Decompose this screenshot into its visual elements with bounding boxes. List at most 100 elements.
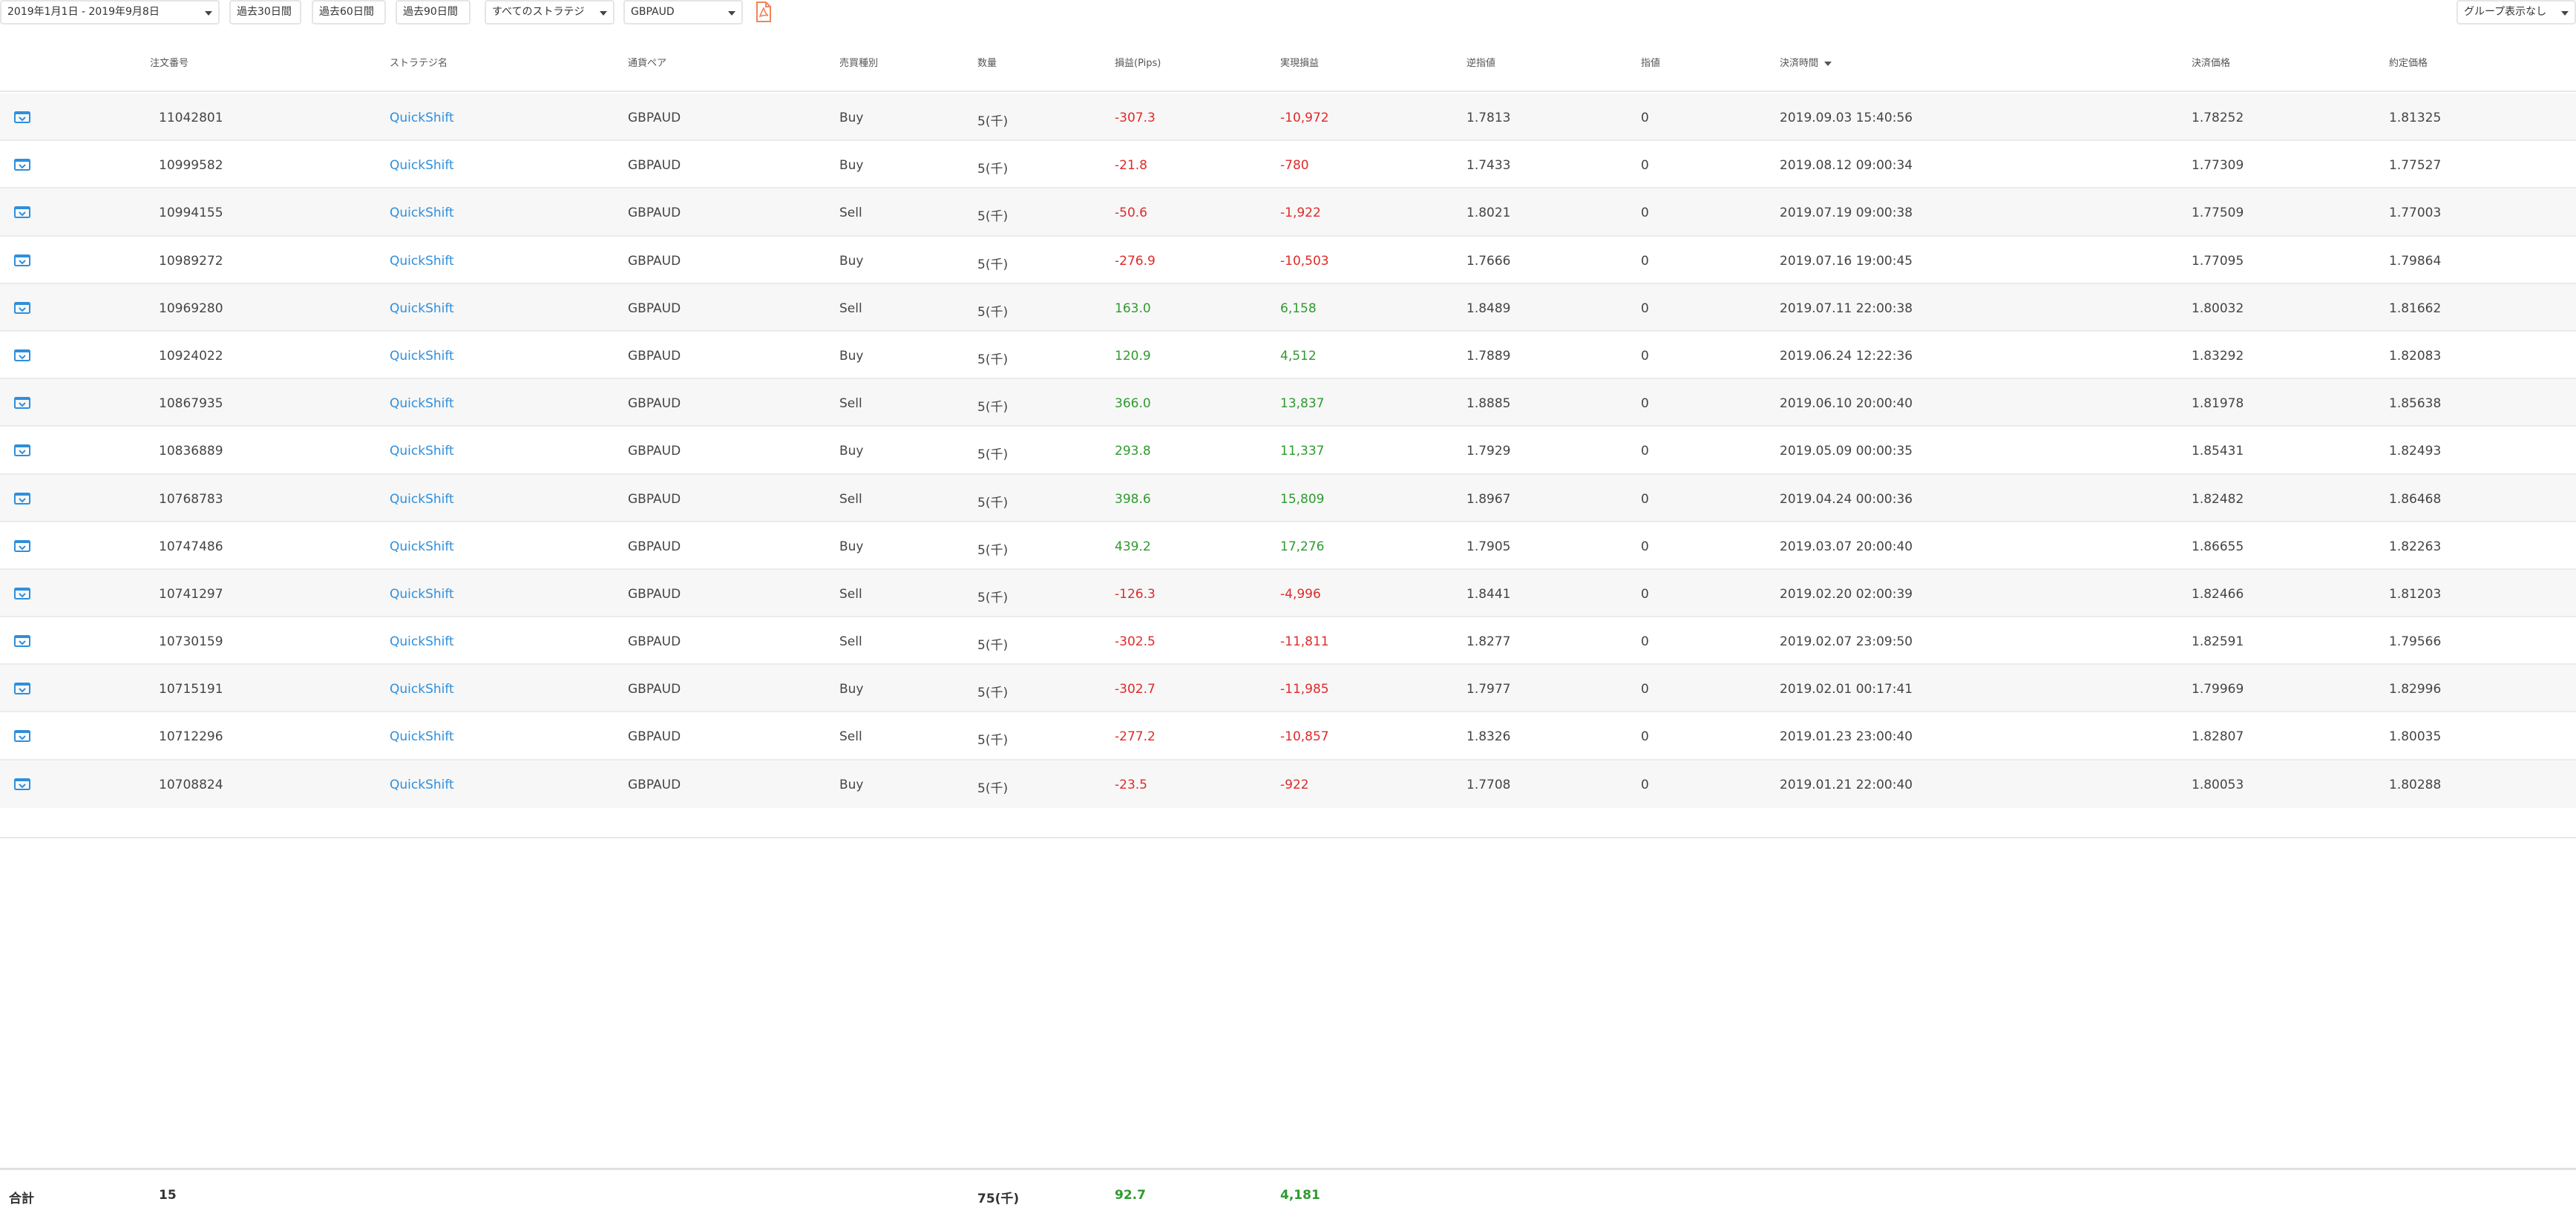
cell-stop: 1.7929 xyxy=(1466,444,1511,459)
last-90-days-button[interactable]: 過去90日間 xyxy=(396,0,471,24)
cell-qty: 5(千) xyxy=(977,686,1009,701)
column-header-pnl[interactable]: 実現損益 xyxy=(1280,58,1320,69)
cell-stop: 1.7977 xyxy=(1466,682,1511,697)
column-header-close-price[interactable]: 決済価格 xyxy=(2192,58,2231,69)
trade-detail-icon[interactable] xyxy=(14,254,30,266)
cell-pips: -302.5 xyxy=(1115,634,1156,650)
cell-order-no: 10969280 xyxy=(159,300,223,316)
trade-detail-icon[interactable] xyxy=(14,492,30,505)
trade-detail-icon[interactable] xyxy=(14,587,30,599)
cell-close-time: 2019.07.11 22:00:38 xyxy=(1780,300,1913,316)
totals-pips: 92.7 xyxy=(1115,1188,1146,1203)
cell-pnl: -780 xyxy=(1280,158,1309,174)
cell-close-time: 2019.06.10 20:00:40 xyxy=(1780,396,1913,412)
cell-strategy[interactable]: QuickShift xyxy=(390,586,454,602)
cell-order-no: 10989272 xyxy=(159,253,223,269)
cell-limit: 0 xyxy=(1641,111,1649,125)
cell-pips: 163.0 xyxy=(1115,300,1151,316)
trade-detail-icon[interactable] xyxy=(14,206,30,219)
cell-strategy[interactable]: QuickShift xyxy=(390,111,454,125)
cell-open-price: 1.79864 xyxy=(2389,253,2442,269)
cell-pnl: 4,512 xyxy=(1280,348,1317,364)
cell-close-price: 1.82466 xyxy=(2192,586,2244,602)
column-header-limit[interactable]: 指値 xyxy=(1641,58,1661,69)
cell-side: Buy xyxy=(839,253,864,269)
last-60-days-button[interactable]: 過去60日間 xyxy=(312,0,386,24)
cell-limit: 0 xyxy=(1641,682,1649,697)
cell-pair: GBPAUD xyxy=(628,634,681,650)
cell-limit: 0 xyxy=(1641,634,1649,650)
trade-detail-icon[interactable] xyxy=(14,683,30,695)
cell-strategy[interactable]: QuickShift xyxy=(390,444,454,459)
table-row: 10867935 QuickShift GBPAUD Sell 5(千) 366.0 13,… xyxy=(0,379,2576,427)
cell-strategy[interactable]: QuickShift xyxy=(390,206,454,221)
cell-pips: 293.8 xyxy=(1115,444,1151,459)
cell-open-price: 1.77527 xyxy=(2389,158,2442,174)
table-row: 10747486 QuickShift GBPAUD Buy 5(千) 439.2 17,2… xyxy=(0,522,2576,570)
cell-qty: 5(千) xyxy=(977,162,1009,177)
cell-strategy[interactable]: QuickShift xyxy=(390,348,454,364)
trade-detail-icon[interactable] xyxy=(14,444,30,457)
cell-close-time: 2019.02.20 02:00:39 xyxy=(1780,586,1913,602)
cell-pips: -21.8 xyxy=(1115,158,1147,174)
cell-strategy[interactable]: QuickShift xyxy=(390,253,454,269)
cell-limit: 0 xyxy=(1641,729,1649,745)
group-display-select[interactable]: グループ表示なし xyxy=(2457,0,2576,24)
trade-detail-icon[interactable] xyxy=(14,159,30,171)
strategy-select[interactable]: すべてのストラテジ xyxy=(485,0,614,24)
trade-detail-icon[interactable] xyxy=(14,349,30,361)
currency-pair-select[interactable]: GBPAUD xyxy=(623,0,743,24)
trade-detail-icon[interactable] xyxy=(14,397,30,410)
trade-detail-icon[interactable] xyxy=(14,778,30,790)
cell-strategy[interactable]: QuickShift xyxy=(390,491,454,507)
cell-strategy[interactable]: QuickShift xyxy=(390,539,454,554)
trade-detail-icon[interactable] xyxy=(14,539,30,552)
column-header-order-no[interactable]: 注文番号 xyxy=(150,58,189,69)
cell-pnl: -11,811 xyxy=(1280,634,1329,650)
chevron-down-icon xyxy=(728,11,735,16)
column-header-open-price[interactable]: 約定価格 xyxy=(2389,58,2428,69)
column-header-qty[interactable]: 数量 xyxy=(977,58,997,69)
cell-open-price: 1.79566 xyxy=(2389,634,2442,650)
cell-open-price: 1.80035 xyxy=(2389,729,2442,745)
column-header-side[interactable]: 売買種別 xyxy=(839,58,879,69)
cell-strategy[interactable]: QuickShift xyxy=(390,158,454,174)
cell-strategy[interactable]: QuickShift xyxy=(390,300,454,316)
cell-close-time: 2019.01.23 23:00:40 xyxy=(1780,729,1913,745)
cell-side: Sell xyxy=(839,634,862,650)
trade-detail-icon[interactable] xyxy=(14,635,30,648)
cell-strategy[interactable]: QuickShift xyxy=(390,682,454,697)
cell-pips: -307.3 xyxy=(1115,111,1156,125)
cell-open-price: 1.82083 xyxy=(2389,348,2442,364)
cell-stop: 1.8326 xyxy=(1466,729,1511,745)
last-30-days-button[interactable]: 過去30日間 xyxy=(229,0,301,24)
cell-qty: 5(千) xyxy=(977,352,1009,367)
date-range-picker[interactable]: 2019年1月1日 - 2019年9月8日 xyxy=(0,0,220,24)
table-row: 10989272 QuickShift GBPAUD Buy 5(千) -276.9 -10… xyxy=(0,236,2576,284)
cell-close-price: 1.81978 xyxy=(2192,396,2244,412)
cell-close-price: 1.86655 xyxy=(2192,539,2244,554)
cell-strategy[interactable]: QuickShift xyxy=(390,396,454,412)
cell-pips: 439.2 xyxy=(1115,539,1151,554)
table-header: 注文番号 ストラテジ名 通貨ペア 売買種別 数量 損益(Pips) 実現損益 逆… xyxy=(0,40,2576,92)
cell-order-no: 10924022 xyxy=(159,348,223,364)
pdf-export-icon[interactable] xyxy=(756,1,772,22)
column-header-close-time[interactable]: 決済時間 xyxy=(1780,55,1832,69)
cell-close-time: 2019.02.01 00:17:41 xyxy=(1780,682,1913,697)
trade-detail-icon[interactable] xyxy=(14,111,30,123)
cell-strategy[interactable]: QuickShift xyxy=(390,777,454,792)
column-header-pair[interactable]: 通貨ペア xyxy=(628,58,667,69)
trade-detail-icon[interactable] xyxy=(14,301,30,314)
cell-close-price: 1.77095 xyxy=(2192,253,2244,269)
cell-strategy[interactable]: QuickShift xyxy=(390,729,454,745)
table-row: 10730159 QuickShift GBPAUD Sell 5(千) -302.5 -1… xyxy=(0,617,2576,666)
column-header-pips[interactable]: 損益(Pips) xyxy=(1115,58,1161,69)
cell-side: Buy xyxy=(839,111,864,125)
cell-strategy[interactable]: QuickShift xyxy=(390,634,454,650)
cell-limit: 0 xyxy=(1641,539,1649,554)
column-header-strategy[interactable]: ストラテジ名 xyxy=(390,58,448,69)
column-header-stop[interactable]: 逆指値 xyxy=(1466,58,1496,69)
cell-limit: 0 xyxy=(1641,206,1649,221)
trade-detail-icon[interactable] xyxy=(14,730,30,743)
cell-pips: -23.5 xyxy=(1115,777,1147,792)
